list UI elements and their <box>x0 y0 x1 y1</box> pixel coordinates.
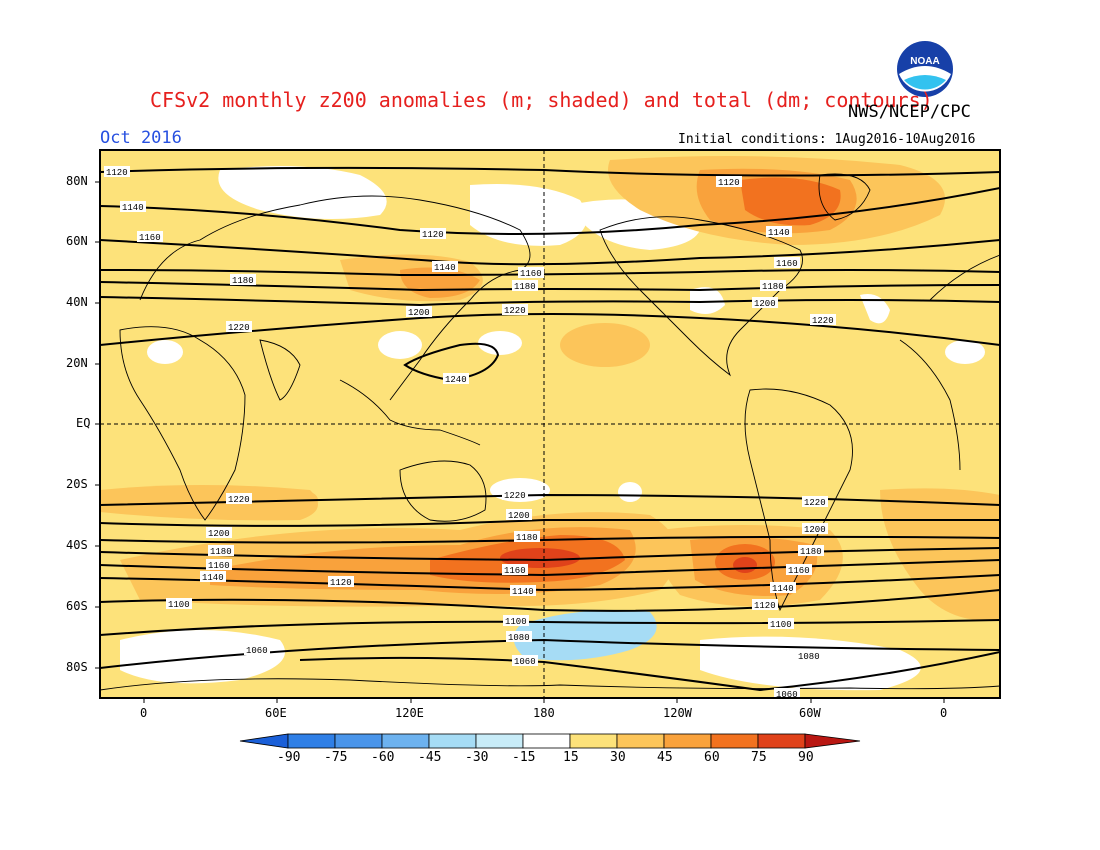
colorbar-label: -45 <box>418 750 442 765</box>
lat-label: EQ <box>76 416 91 430</box>
colorbar-swatch <box>287 733 336 749</box>
lat-label: 40N <box>66 295 88 309</box>
contour-label: 1140 <box>768 228 790 238</box>
contour-label: 1160 <box>139 233 161 243</box>
contour-label: 1180 <box>514 282 536 292</box>
contour-label: 1140 <box>202 573 224 583</box>
colorbar-swatch <box>710 733 759 749</box>
lat-label: 60N <box>66 234 88 248</box>
contour-label: 1120 <box>718 178 740 188</box>
contour-label: 1080 <box>798 652 820 662</box>
contour-label: 1220 <box>812 316 834 326</box>
contour-label: 1140 <box>434 263 456 273</box>
contour-label: 1060 <box>776 690 798 700</box>
colorbar-label: 90 <box>798 750 814 765</box>
colorbar-label: -75 <box>324 750 348 765</box>
colorbar-label: 30 <box>610 750 626 765</box>
lon-label: 0 <box>940 706 948 720</box>
contour-label: 1120 <box>106 168 128 178</box>
colorbar-label: -15 <box>512 750 536 765</box>
contour-label: 1120 <box>330 578 352 588</box>
colorbar-swatch <box>428 733 477 749</box>
colorbar-swatch <box>616 733 665 749</box>
lat-label: 80S <box>66 660 88 674</box>
colorbar-label: -90 <box>277 750 301 765</box>
contour-label: 1180 <box>232 276 254 286</box>
contour-label: 1200 <box>208 529 230 539</box>
lon-label: 180 <box>533 706 555 720</box>
contour-label: 1140 <box>772 584 794 594</box>
contour-label: 1120 <box>754 601 776 611</box>
lon-label: 120E <box>395 706 424 720</box>
contour-label: 1180 <box>762 282 784 292</box>
contour-label-group: 1120 1140 1160 1180 1220 1120 1140 1200 … <box>104 166 836 700</box>
colorbar-swatch <box>757 733 806 749</box>
contour-label: 1240 <box>445 375 467 385</box>
contour-label: 1160 <box>208 561 230 571</box>
contour-label: 1100 <box>505 617 527 627</box>
forecast-month: Oct 2016 <box>100 128 182 148</box>
colorbar-arrow-right <box>804 733 861 749</box>
lon-label: 120W <box>663 706 692 720</box>
contour-label: 1220 <box>228 495 250 505</box>
lon-label: 0 <box>140 706 148 720</box>
contour-label: 1180 <box>516 533 538 543</box>
colorbar-swatch <box>381 733 430 749</box>
colorbar-swatch <box>334 733 383 749</box>
contour-label: 1160 <box>776 259 798 269</box>
contour-label: 1120 <box>422 230 444 240</box>
contour-label: 1100 <box>168 600 190 610</box>
contour-label: 1180 <box>800 547 822 557</box>
contour-label: 1220 <box>228 323 250 333</box>
colorbar-label: 45 <box>657 750 673 765</box>
lat-label: 20N <box>66 356 88 370</box>
initial-conditions: Initial conditions: 1Aug2016-10Aug2016 <box>678 132 976 147</box>
chart-title: CFSv2 monthly z200 anomalies (m; shaded)… <box>150 88 933 112</box>
contour-label: 1060 <box>246 646 268 656</box>
colorbar <box>239 733 861 749</box>
lon-label: 60E <box>265 706 287 720</box>
contour-label: 1140 <box>122 203 144 213</box>
contour-label: 1060 <box>514 657 536 667</box>
colorbar-label: -60 <box>371 750 395 765</box>
contour-label: 1080 <box>508 633 530 643</box>
contour-label: 1100 <box>770 620 792 630</box>
contour-label: 1200 <box>508 511 530 521</box>
colorbar-swatch <box>663 733 712 749</box>
lon-label: 60W <box>799 706 821 720</box>
contour-label: 1160 <box>788 566 810 576</box>
colorbar-arrow-left <box>239 733 289 749</box>
lat-label: 40S <box>66 538 88 552</box>
colorbar-swatch <box>475 733 524 749</box>
contour-label: 1160 <box>520 269 542 279</box>
colorbar-label: 15 <box>563 750 579 765</box>
contour-label: 1200 <box>804 525 826 535</box>
contour-label: 1200 <box>408 308 430 318</box>
noaa-logo: NOAA <box>896 40 954 98</box>
axis-ticks <box>95 181 945 703</box>
colorbar-label: -30 <box>465 750 489 765</box>
agency-label: NWS/NCEP/CPC <box>848 102 971 122</box>
contour-label: 1200 <box>754 299 776 309</box>
lat-label: 20S <box>66 477 88 491</box>
contour-label: 1180 <box>210 547 232 557</box>
colorbar-label: 75 <box>751 750 767 765</box>
continent-outlines <box>100 173 1000 691</box>
lat-label: 80N <box>66 174 88 188</box>
noaa-logo-text: NOAA <box>910 56 939 67</box>
contour-label: 1220 <box>804 498 826 508</box>
contour-label: 1160 <box>504 566 526 576</box>
contour-label: 1140 <box>512 587 534 597</box>
colorbar-swatch <box>569 733 618 749</box>
colorbar-swatch <box>522 733 571 749</box>
lat-label: 60S <box>66 599 88 613</box>
colorbar-label: 60 <box>704 750 720 765</box>
contour-label: 1220 <box>504 306 526 316</box>
contour-label: 1220 <box>504 491 526 501</box>
